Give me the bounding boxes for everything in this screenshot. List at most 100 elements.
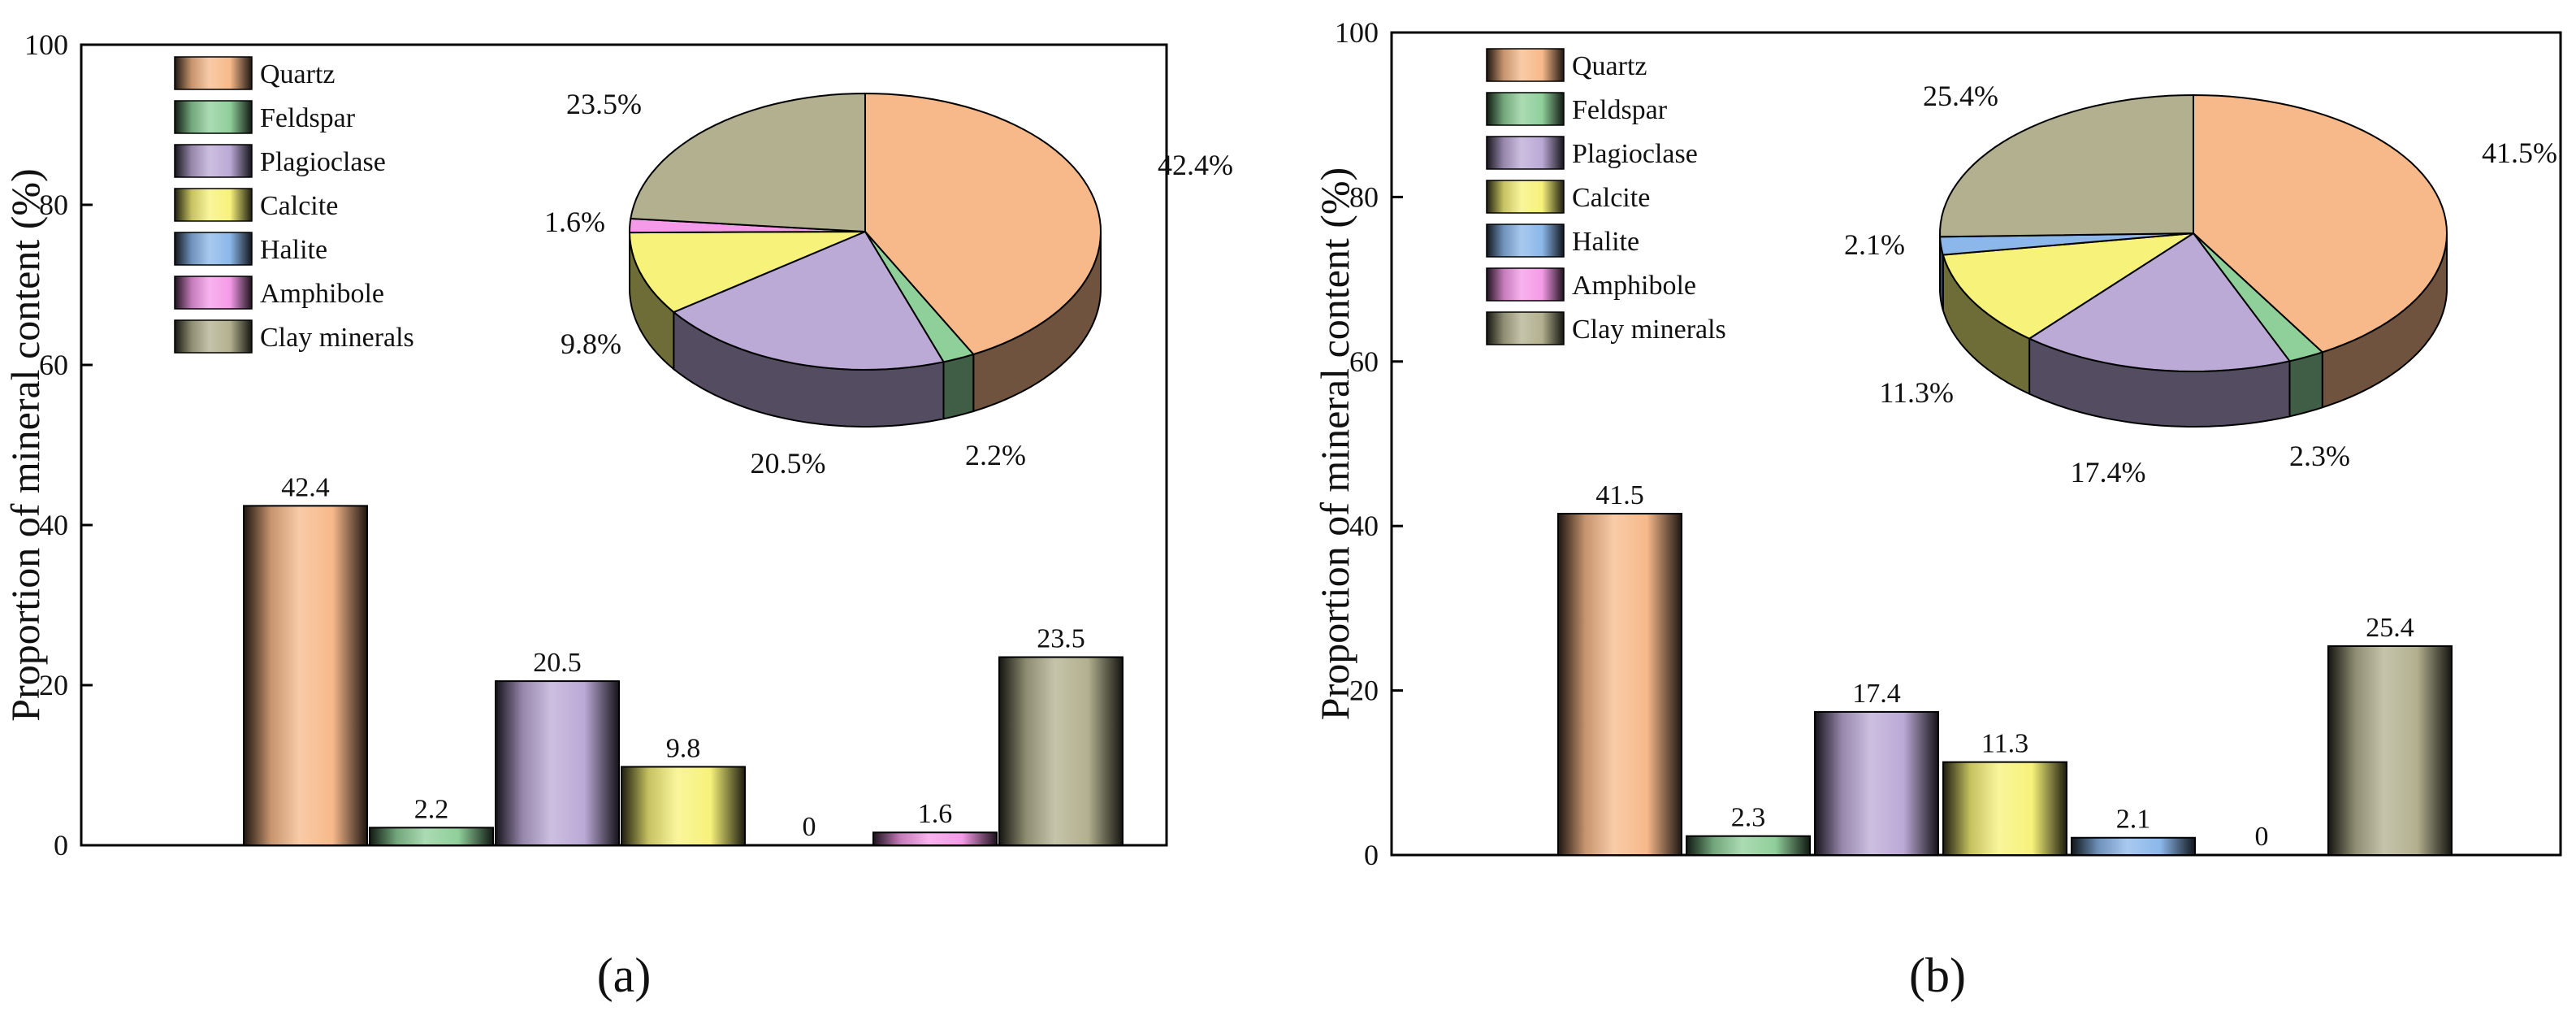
legend-label-plagioclase: Plagioclase (260, 147, 386, 177)
pie-label-clay-minerals: 25.4% (1923, 80, 1998, 112)
legend-swatch-clay-minerals (174, 319, 253, 354)
legend-swatch-amphibole (174, 276, 253, 310)
bar-value-label-calcite: 9.8 (666, 733, 701, 763)
legend-label-quartz: Quartz (260, 59, 336, 89)
bar-value-label-quartz: 42.4 (281, 472, 330, 502)
y-tick-label: 40 (1349, 510, 1379, 542)
panel-label: (a) (597, 948, 652, 1002)
pie-label-plagioclase: 17.4% (2071, 456, 2146, 488)
bar-feldspar (1686, 835, 1811, 856)
y-tick-label: 100 (1335, 16, 1379, 49)
pie-label-halite: 2.1% (1844, 228, 1905, 261)
pie-label-calcite: 11.3% (1879, 376, 1954, 409)
y-tick-label: 60 (1349, 345, 1379, 378)
legend-swatch-feldspar (1486, 92, 1565, 126)
bar-plagioclase (495, 680, 620, 847)
legend-label-feldspar: Feldspar (1572, 95, 1668, 125)
legend-swatch-feldspar (174, 100, 253, 134)
legend-swatch-calcite (1486, 180, 1565, 214)
legend-swatch-amphibole (1486, 267, 1565, 302)
bar-value-label-calcite: 11.3 (1981, 729, 2028, 759)
bar-quartz (1557, 513, 1682, 857)
bar-halite (2071, 836, 2196, 857)
bar-value-label-amphibole: 1.6 (918, 799, 953, 829)
legend-swatch-clay-minerals (1486, 311, 1565, 345)
legend-label-amphibole: Amphibole (260, 279, 384, 309)
bar-value-label-feldspar: 2.2 (414, 794, 449, 824)
y-tick-label: 20 (39, 669, 68, 701)
y-tick-label: 100 (24, 28, 68, 61)
bar-value-label-plagioclase: 17.4 (1852, 679, 1901, 709)
bar-calcite (621, 766, 746, 846)
inset-pie-chart (1939, 93, 2448, 428)
pie-slice-clay-minerals (1939, 93, 2194, 238)
pie-label-quartz: 41.5% (2482, 137, 2557, 169)
bar-plagioclase (1814, 710, 1939, 856)
y-tick-label: 20 (1349, 675, 1379, 707)
pie-label-quartz: 42.4% (1158, 149, 1233, 181)
legend-label-clay-minerals: Clay minerals (1572, 315, 1726, 345)
y-tick-label: 40 (39, 509, 68, 541)
pie-label-feldspar: 2.3% (2289, 440, 2350, 472)
legend-label-halite: Halite (1572, 227, 1639, 257)
legend-swatch-calcite (174, 188, 253, 222)
legend-label-calcite: Calcite (1572, 183, 1650, 213)
legend-swatch-quartz (174, 56, 253, 90)
legend-swatch-halite (1486, 224, 1565, 258)
pie-label-calcite: 9.8% (561, 328, 621, 360)
y-tick-label: 60 (39, 349, 68, 381)
panel-label: (b) (1909, 948, 1966, 1002)
legend-label-clay-minerals: Clay minerals (260, 323, 414, 353)
bar-value-label-halite: 0 (803, 812, 816, 842)
bar-value-label-amphibole: 0 (2255, 822, 2269, 852)
bar-quartz (243, 505, 368, 846)
pie-label-amphibole: 1.6% (544, 206, 605, 238)
chart-panel-b: 0 20 40 60 80 100 Proportion of mineral conten… (1312, 16, 2562, 1002)
bar-value-label-halite: 2.1 (2116, 805, 2151, 835)
legend-label-quartz: Quartz (1572, 51, 1647, 81)
bar-clay-minerals (998, 656, 1123, 847)
pie-wall-feldspar (2288, 350, 2323, 418)
legend-swatch-halite (174, 232, 253, 266)
pie-slice-calcite (1942, 232, 2194, 340)
pie-slice-quartz (2193, 93, 2448, 354)
pie-label-plagioclase: 20.5% (751, 447, 826, 480)
legend-label-halite: Halite (260, 235, 327, 265)
y-axis-label: Proportion of mineral content (%) (2, 168, 48, 721)
bar-feldspar (369, 827, 494, 847)
bar-calcite (1942, 761, 2067, 856)
pie-slice-plagioclase (672, 230, 946, 371)
pie-slice-plagioclase (2027, 232, 2292, 373)
bar-value-label-feldspar: 2.3 (1731, 803, 1766, 833)
bar-value-label-clay-minerals: 25.4 (2366, 613, 2414, 643)
bar-value-label-quartz: 41.5 (1595, 480, 1644, 510)
chart-panel-a: 0 20 40 60 80 100 Proportion of mineral conten… (2, 28, 1233, 1002)
pie-slice-calcite (628, 231, 866, 314)
legend-label-amphibole: Amphibole (1572, 271, 1696, 301)
legend-label-calcite: Calcite (260, 191, 338, 221)
pie-slice-halite (1939, 232, 2194, 256)
y-tick-label: 0 (1364, 839, 1379, 871)
pie-wall-feldspar (942, 353, 975, 420)
y-axis-label: Proportion of mineral content (%) (1312, 167, 1357, 720)
y-tick-label: 80 (39, 189, 68, 221)
legend-swatch-plagioclase (174, 144, 253, 178)
legend-swatch-plagioclase (1486, 136, 1565, 170)
legend-swatch-quartz (1486, 48, 1565, 82)
y-tick-label: 0 (54, 829, 68, 862)
pie-slice-quartz (864, 92, 1102, 356)
bar-amphibole (872, 831, 998, 846)
y-tick-label: 80 (1349, 180, 1379, 213)
legend-label-feldspar: Feldspar (260, 103, 356, 133)
bar-value-label-plagioclase: 20.5 (533, 648, 582, 678)
pie-label-clay-minerals: 23.5% (566, 88, 642, 120)
pie-slice-feldspar (2193, 232, 2324, 362)
inset-pie-chart (628, 92, 1102, 428)
legend-label-plagioclase: Plagioclase (1572, 139, 1698, 169)
pie-slice-clay-minerals (630, 92, 866, 233)
pie-label-feldspar: 2.2% (965, 439, 1026, 471)
bar-value-label-clay-minerals: 23.5 (1037, 624, 1085, 654)
pie-slice-feldspar (864, 231, 976, 363)
bar-clay-minerals (2327, 645, 2453, 857)
